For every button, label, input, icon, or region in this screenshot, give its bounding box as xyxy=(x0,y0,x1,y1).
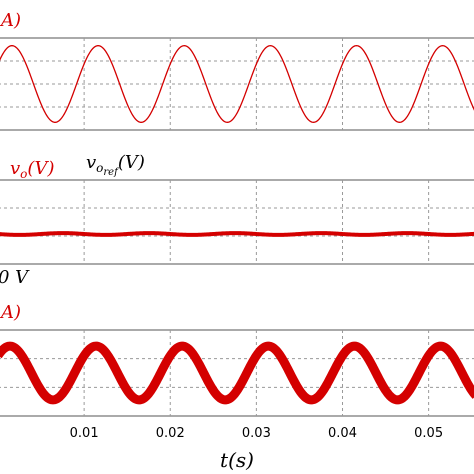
panel-1: A) xyxy=(0,10,474,131)
panel-2-grid xyxy=(0,180,474,264)
x-axis-label: t(s) xyxy=(220,448,254,472)
panel-1-grid xyxy=(0,38,474,130)
x-tick-label: 0.02 xyxy=(156,426,185,441)
panel-3-sine-series xyxy=(0,341,474,405)
panel-3: A) 0.01 0.02 0.03 0.04 0.05 t(s) xyxy=(0,302,474,472)
x-tick-labels: 0.01 0.02 0.03 0.04 0.05 xyxy=(70,426,443,441)
x-tick-label: 0.05 xyxy=(414,426,443,441)
panel-2-frame xyxy=(0,179,474,265)
x-tick-label: 0.01 xyxy=(70,426,99,441)
panel-2: vo(V) voref(V) 0 V xyxy=(0,152,474,288)
panel-3-label: A) xyxy=(0,302,21,323)
panel-2-vo-series xyxy=(0,231,474,237)
panel-3-frame xyxy=(0,329,474,417)
panel-1-label: A) xyxy=(0,10,21,31)
x-tick-label: 0.03 xyxy=(242,426,271,441)
x-tick-label: 0.04 xyxy=(328,426,357,441)
panel-2-label-vo: vo(V) xyxy=(10,158,54,181)
panel-2-label-voref: voref(V) xyxy=(86,152,145,178)
panel-1-frame xyxy=(0,37,474,131)
panel-1-sine-series xyxy=(0,45,474,123)
panel-2-zero-label: 0 V xyxy=(0,267,30,288)
